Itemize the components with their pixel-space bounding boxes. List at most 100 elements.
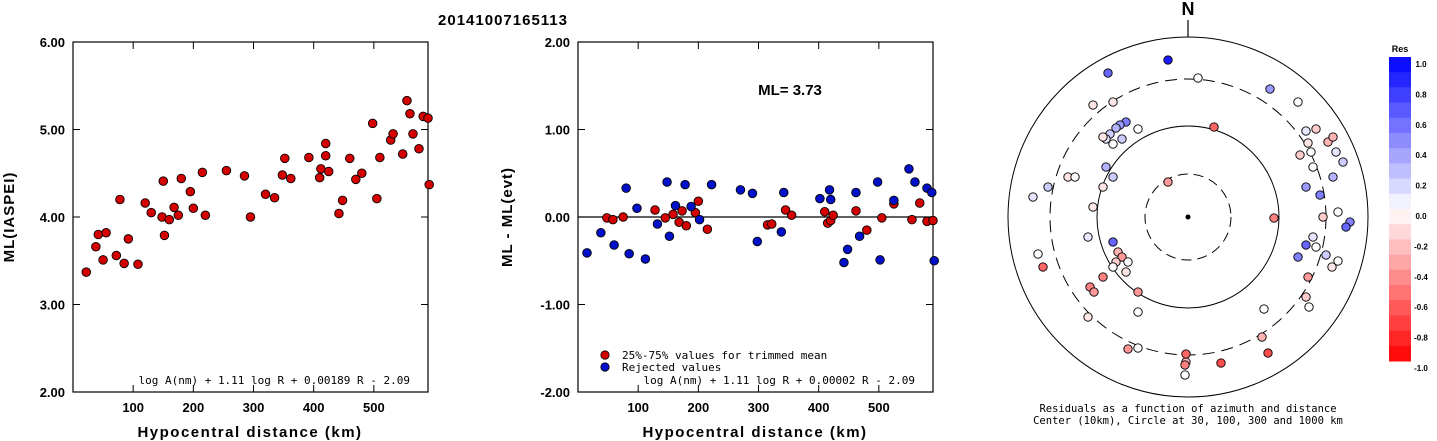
data-point bbox=[323, 166, 334, 177]
azimuth-point bbox=[1163, 177, 1173, 187]
data-point bbox=[101, 227, 111, 238]
azimuth-point bbox=[1193, 73, 1203, 83]
colorbar-title: Res bbox=[1392, 44, 1409, 54]
p1-xtick-label: 300 bbox=[243, 400, 265, 415]
data-point bbox=[334, 208, 344, 219]
residual-point bbox=[693, 196, 704, 206]
data-point bbox=[111, 250, 122, 261]
residual-point bbox=[872, 177, 883, 187]
azimuth-point bbox=[1306, 147, 1316, 157]
p1-xtick-label: 400 bbox=[303, 400, 325, 415]
residual-point bbox=[677, 206, 687, 216]
azimuth-point bbox=[1259, 304, 1269, 314]
azimuth-point bbox=[1043, 182, 1053, 192]
p1-ytick-label: 3.00 bbox=[40, 298, 65, 313]
p1-ytick-label: 6.00 bbox=[40, 35, 65, 50]
azimuth-point bbox=[1338, 157, 1348, 167]
data-point bbox=[119, 258, 129, 269]
colorbar-tick-label: 0.2 bbox=[1415, 182, 1427, 191]
colorbar-swatch bbox=[1389, 178, 1411, 195]
azimuth-point bbox=[1303, 272, 1313, 282]
azimuth-point bbox=[1108, 97, 1118, 107]
data-point bbox=[146, 207, 156, 218]
colorbar-tick-label: -1.0 bbox=[1414, 364, 1428, 373]
residual-point bbox=[752, 236, 763, 247]
azimuth-point bbox=[1108, 172, 1118, 182]
azimuth-point bbox=[1303, 138, 1313, 148]
data-point bbox=[402, 95, 412, 106]
colorbar-tick-label: 0.0 bbox=[1415, 212, 1427, 221]
azimuth-point bbox=[1123, 257, 1133, 267]
colorbar-tick-label: -0.6 bbox=[1414, 303, 1428, 312]
legend-marker-rejected bbox=[600, 362, 610, 372]
colorbar-tick-label: -0.2 bbox=[1414, 242, 1428, 251]
legend-label-trimmed: 25%-75% values for trimmed mean bbox=[622, 349, 827, 362]
residual-point bbox=[686, 201, 696, 212]
polar-points bbox=[1028, 55, 1355, 380]
panel-ml-vs-distance: 2.00 3.00 4.00 5.00 6.00 100 200 300 400 500 Hyp… bbox=[1, 35, 434, 441]
data-point bbox=[123, 234, 134, 244]
data-point bbox=[115, 194, 125, 205]
data-point bbox=[200, 210, 211, 220]
data-point bbox=[304, 152, 314, 163]
colorbar-swatch bbox=[1389, 117, 1411, 134]
azimuth-point bbox=[1121, 267, 1131, 277]
data-point bbox=[91, 241, 101, 252]
residual-point bbox=[907, 214, 917, 225]
data-point bbox=[345, 153, 355, 164]
north-label: N bbox=[1182, 0, 1195, 19]
azimuth-point bbox=[1108, 237, 1118, 247]
data-point bbox=[405, 108, 415, 119]
azimuth-point bbox=[1318, 212, 1328, 222]
colorbar-tick-label: -0.8 bbox=[1414, 334, 1428, 343]
data-point bbox=[188, 203, 199, 213]
panel2-x-axis-label: Hypocentral distance (km) bbox=[642, 424, 867, 441]
azimuth-point bbox=[1108, 262, 1118, 272]
residual-point bbox=[786, 210, 797, 220]
data-point bbox=[98, 255, 108, 265]
residual-point bbox=[582, 248, 592, 258]
azimuth-point bbox=[1088, 202, 1098, 212]
colorbar-swatch bbox=[1389, 285, 1411, 301]
colorbar-tick-label: 0.6 bbox=[1415, 121, 1427, 130]
colorbar-swatch bbox=[1389, 72, 1411, 88]
azimuth-point bbox=[1328, 172, 1338, 182]
colorbar-swatch bbox=[1389, 239, 1411, 256]
azimuth-point bbox=[1216, 358, 1226, 368]
azimuth-point bbox=[1269, 213, 1279, 223]
residual-point bbox=[624, 248, 634, 259]
p2-xtick-label: 200 bbox=[687, 400, 709, 415]
azimuth-point bbox=[1301, 292, 1311, 302]
residual-point bbox=[660, 213, 670, 223]
azimuth-point bbox=[1263, 348, 1273, 358]
residual-point bbox=[735, 185, 746, 195]
data-point bbox=[367, 118, 378, 129]
p1-ytick-label: 5.00 bbox=[40, 123, 65, 138]
azimuth-point bbox=[1301, 182, 1311, 192]
azimuth-point bbox=[1111, 123, 1121, 133]
azimuth-point bbox=[1304, 302, 1314, 312]
panel2-formula: log A(nm) + 1.11 log R + 0.00002 R - 2.0… bbox=[643, 374, 915, 387]
residual-point bbox=[681, 220, 692, 231]
residual-point bbox=[877, 213, 887, 223]
residual-point bbox=[904, 164, 914, 174]
azimuth-point bbox=[1333, 207, 1343, 217]
azimuth-point bbox=[1133, 343, 1143, 353]
data-point bbox=[269, 192, 280, 203]
p2-ytick-label: -2.00 bbox=[540, 385, 570, 400]
p1-ytick-label: 4.00 bbox=[40, 210, 65, 225]
p2-ytick-label: 2.00 bbox=[545, 35, 570, 50]
azimuth-point bbox=[1123, 344, 1133, 354]
azimuth-point bbox=[1098, 182, 1108, 192]
residual-point bbox=[927, 187, 937, 198]
residual-point bbox=[910, 177, 920, 187]
azimuth-point bbox=[1295, 150, 1305, 160]
data-point bbox=[388, 129, 398, 139]
azimuth-point bbox=[1308, 232, 1318, 242]
azimuth-point bbox=[1028, 192, 1038, 202]
circle-30km bbox=[1144, 173, 1232, 261]
residual-point bbox=[652, 219, 663, 229]
colorbar-swatch bbox=[1389, 345, 1411, 362]
data-point bbox=[375, 152, 385, 163]
azimuth-point bbox=[1301, 240, 1311, 250]
